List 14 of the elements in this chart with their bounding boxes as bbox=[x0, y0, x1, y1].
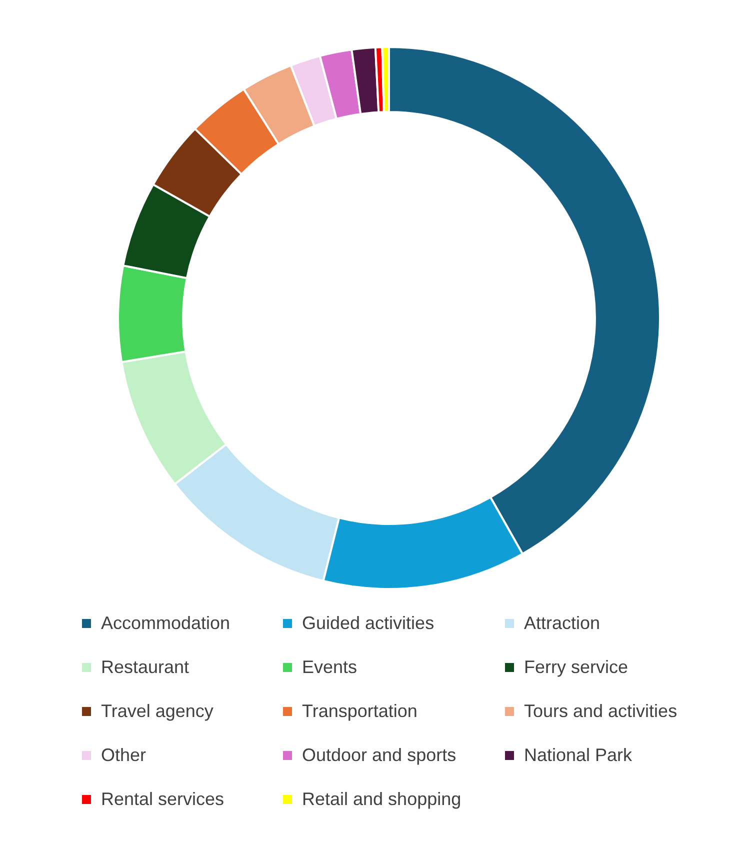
legend-label: Guided activities bbox=[302, 612, 434, 634]
legend-label: National Park bbox=[524, 744, 632, 766]
legend-label: Outdoor and sports bbox=[302, 744, 456, 766]
legend-label: Tours and activities bbox=[524, 700, 678, 722]
legend-label: Accommodation bbox=[101, 612, 230, 634]
legend-label: Ferry service bbox=[524, 656, 628, 678]
legend-label: Retail and shopping bbox=[302, 788, 462, 810]
legend-label: Transportation bbox=[302, 700, 418, 722]
legend-label: Other bbox=[101, 744, 146, 766]
legend-label: Events bbox=[302, 656, 358, 678]
legend-label: Travel agency bbox=[101, 700, 214, 722]
legend-label: Attraction bbox=[524, 612, 600, 634]
legend-label: Rental services bbox=[101, 788, 224, 810]
legend-label: Restaurant bbox=[101, 656, 190, 678]
